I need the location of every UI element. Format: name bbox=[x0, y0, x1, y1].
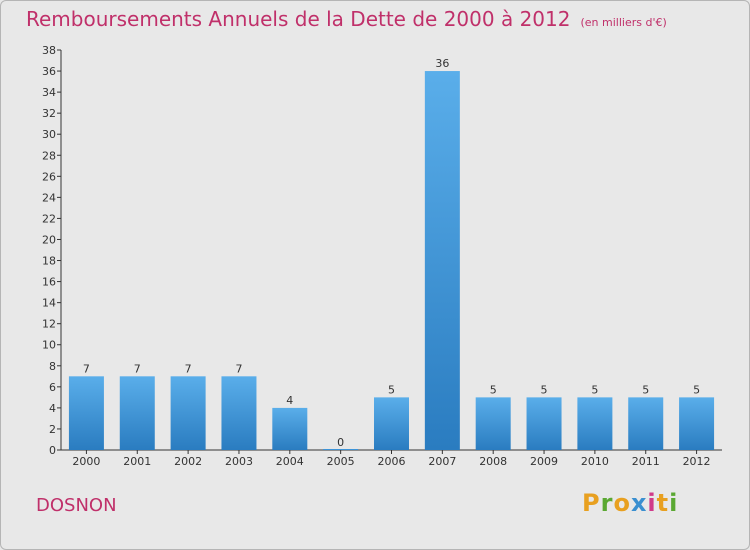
chart-bars: 7 7 7 7 4 0 5 36 5 5 5 5 5 bbox=[68, 57, 715, 450]
bar-value-label: 7 bbox=[83, 362, 90, 375]
y-tick-label: 36 bbox=[42, 65, 56, 78]
x-tick-label: 2003 bbox=[225, 455, 253, 468]
bar-value-label: 7 bbox=[235, 362, 242, 375]
logo-letter: t bbox=[656, 489, 670, 517]
bar-value-label: 7 bbox=[185, 362, 192, 375]
bar-value-label: 36 bbox=[435, 57, 449, 70]
x-tick-label: 2001 bbox=[123, 455, 151, 468]
bar-value-label: 5 bbox=[490, 383, 497, 396]
x-tick-label: 2002 bbox=[174, 455, 202, 468]
bar bbox=[221, 376, 257, 450]
bar bbox=[374, 397, 409, 450]
y-tick-label: 0 bbox=[49, 444, 56, 457]
x-tick-label: 2000 bbox=[72, 455, 100, 468]
bar-value-label: 5 bbox=[591, 383, 598, 396]
y-tick-label: 6 bbox=[49, 381, 56, 394]
x-tick-label: 2007 bbox=[428, 455, 456, 468]
proxiti-logo: Proxiti bbox=[582, 489, 678, 517]
x-tick-label: 2010 bbox=[581, 455, 609, 468]
x-tick-label: 2011 bbox=[632, 455, 660, 468]
y-tick-label: 12 bbox=[42, 318, 56, 331]
y-tick-label: 38 bbox=[42, 44, 56, 57]
bar bbox=[68, 376, 104, 450]
chart-title-text: Remboursements Annuels de la Dette de 20… bbox=[26, 7, 571, 31]
bar-value-label: 5 bbox=[642, 383, 649, 396]
y-tick-label: 28 bbox=[42, 149, 56, 162]
y-tick-label: 10 bbox=[42, 339, 56, 352]
logo-letter: P bbox=[582, 489, 601, 517]
bar bbox=[679, 397, 715, 450]
logo-letter: x bbox=[630, 489, 648, 517]
bar bbox=[424, 71, 460, 450]
bar-value-label: 4 bbox=[286, 394, 293, 407]
y-tick-label: 16 bbox=[42, 276, 56, 289]
x-tick-label: 2012 bbox=[683, 455, 711, 468]
bar-value-label: 5 bbox=[693, 383, 700, 396]
bar bbox=[526, 397, 562, 450]
x-tick-label: 2005 bbox=[327, 455, 355, 468]
y-tick-label: 32 bbox=[42, 107, 56, 120]
y-tick-label: 4 bbox=[49, 402, 56, 415]
y-tick-label: 20 bbox=[42, 233, 56, 246]
y-tick-label: 34 bbox=[42, 86, 56, 99]
chart-subtitle: (en milliers d'€) bbox=[580, 16, 667, 29]
bar bbox=[475, 397, 511, 450]
y-tick-label: 14 bbox=[42, 297, 56, 310]
y-tick-label: 18 bbox=[42, 255, 56, 268]
y-tick-label: 22 bbox=[42, 212, 56, 225]
y-tick-label: 2 bbox=[49, 423, 56, 436]
logo-letter: i bbox=[669, 489, 679, 517]
commune-name: DOSNON bbox=[36, 495, 117, 516]
bar bbox=[577, 397, 613, 450]
x-tick-label: 2006 bbox=[378, 455, 406, 468]
bar bbox=[119, 376, 155, 450]
bar-value-label: 5 bbox=[541, 383, 548, 396]
bar-value-label: 0 bbox=[337, 436, 344, 449]
bar bbox=[272, 407, 308, 450]
y-tick-label: 24 bbox=[42, 191, 56, 204]
x-tick-label: 2004 bbox=[276, 455, 304, 468]
bar bbox=[170, 376, 206, 450]
logo-letter: i bbox=[647, 489, 657, 517]
x-tick-label: 2008 bbox=[479, 455, 507, 468]
y-tick-label: 26 bbox=[42, 170, 56, 183]
logo-letter: r bbox=[600, 489, 614, 517]
bar bbox=[628, 397, 664, 450]
bar-value-label: 7 bbox=[134, 362, 141, 375]
logo-letter: o bbox=[613, 489, 631, 517]
y-tick-label: 30 bbox=[42, 128, 56, 141]
chart-title: Remboursements Annuels de la Dette de 20… bbox=[26, 7, 667, 31]
y-tick-label: 8 bbox=[49, 360, 56, 373]
x-tick-label: 2009 bbox=[530, 455, 558, 468]
bar-value-label: 5 bbox=[388, 383, 395, 396]
